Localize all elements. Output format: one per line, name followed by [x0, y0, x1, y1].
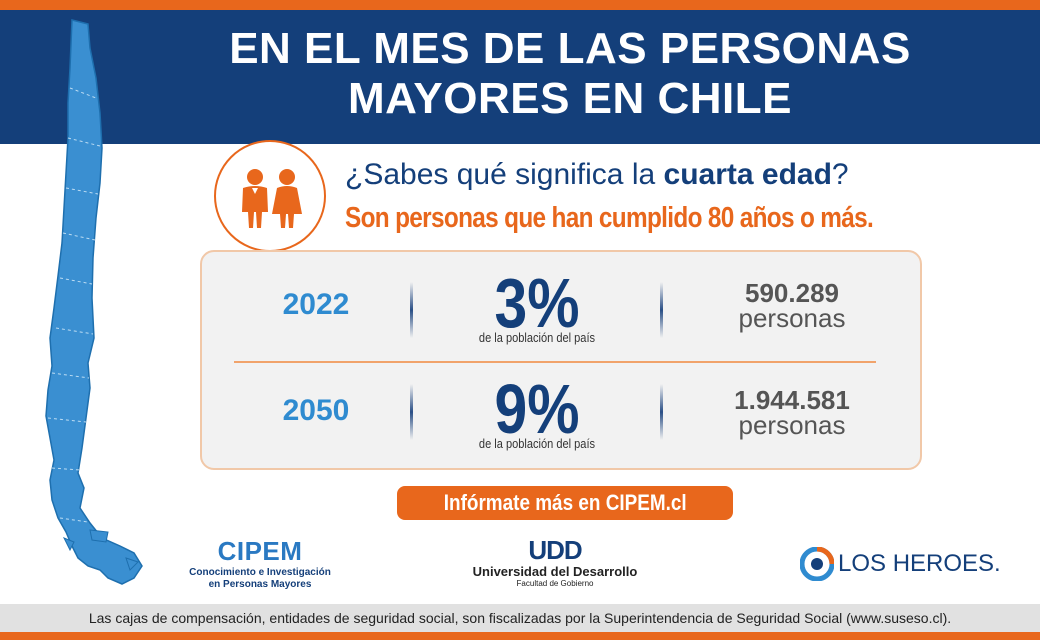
- title-line-1: EN EL MES DE LAS PERSONAS: [229, 24, 911, 73]
- footer-band: [0, 604, 1040, 632]
- title-line-2: MAYORES EN CHILE: [347, 74, 792, 123]
- page-title: EN EL MES DE LAS PERSONAS MAYORES EN CHI…: [120, 24, 1020, 124]
- question-prefix: ¿Sabes qué significa la: [345, 158, 664, 191]
- cta-label: Infórmate más en CIPEM.cl: [443, 490, 687, 515]
- question-emphasis: cuarta edad: [663, 158, 832, 191]
- question-suffix: ?: [831, 158, 849, 191]
- bottom-accent-stripe: [0, 632, 1040, 640]
- stat-unit-2022: personas: [738, 303, 846, 333]
- cipem-logo-line2: en Personas Mayores: [208, 579, 312, 590]
- cipem-logo-name: CIPEM: [217, 536, 303, 566]
- udd-logo-mark: UDD: [528, 535, 582, 565]
- elderly-people-icon: [242, 169, 302, 228]
- stat-percent-2050: 9%: [494, 370, 580, 448]
- stat-unit-2050: personas: [738, 410, 846, 440]
- stats-divider: [234, 361, 876, 363]
- stat-count-2022: 590.289: [745, 278, 839, 308]
- elderly-people-icon-badge: [214, 140, 326, 252]
- stat-year-2022: 2022: [282, 288, 350, 321]
- cipem-logo: CIPEM Conocimiento e Investigación en Pe…: [180, 536, 340, 591]
- question-text: ¿Sabes qué significa la cuarta edad?: [345, 158, 849, 192]
- stat-percent-2022: 3%: [494, 264, 580, 342]
- los-heroes-logo: LOS HEROES.: [800, 544, 1001, 584]
- stats-panel: [200, 250, 922, 470]
- los-heroes-logo-name: LOS HEROES.: [838, 550, 1001, 577]
- chile-map-icon: [45, 19, 143, 585]
- separator: [660, 282, 663, 338]
- cipem-link-button[interactable]: Infórmate más en CIPEM.cl: [397, 486, 733, 520]
- header-band: [0, 10, 1040, 144]
- separator: [660, 384, 663, 440]
- stat-count-2050: 1.944.581: [734, 385, 850, 415]
- stat-year-2050: 2050: [282, 394, 350, 427]
- los-heroes-icon: [800, 547, 834, 581]
- separator: [410, 384, 413, 440]
- stat-caption-2050: de la población del país: [478, 436, 596, 451]
- cipem-logo-line1: Conocimiento e Investigación: [189, 567, 331, 578]
- top-accent-stripe: [0, 0, 1040, 10]
- udd-logo-sub: Facultad de Gobierno: [516, 579, 594, 588]
- answer-text: Son personas que han cumplido 80 años o …: [345, 202, 874, 234]
- footer-disclaimer: Las cajas de compensación, entidades de …: [88, 610, 952, 626]
- stat-caption-2022: de la población del país: [478, 330, 596, 345]
- udd-logo: UDD Universidad del Desarrollo Facultad …: [470, 536, 640, 589]
- separator: [410, 282, 413, 338]
- udd-logo-name: Universidad del Desarrollo: [472, 564, 638, 579]
